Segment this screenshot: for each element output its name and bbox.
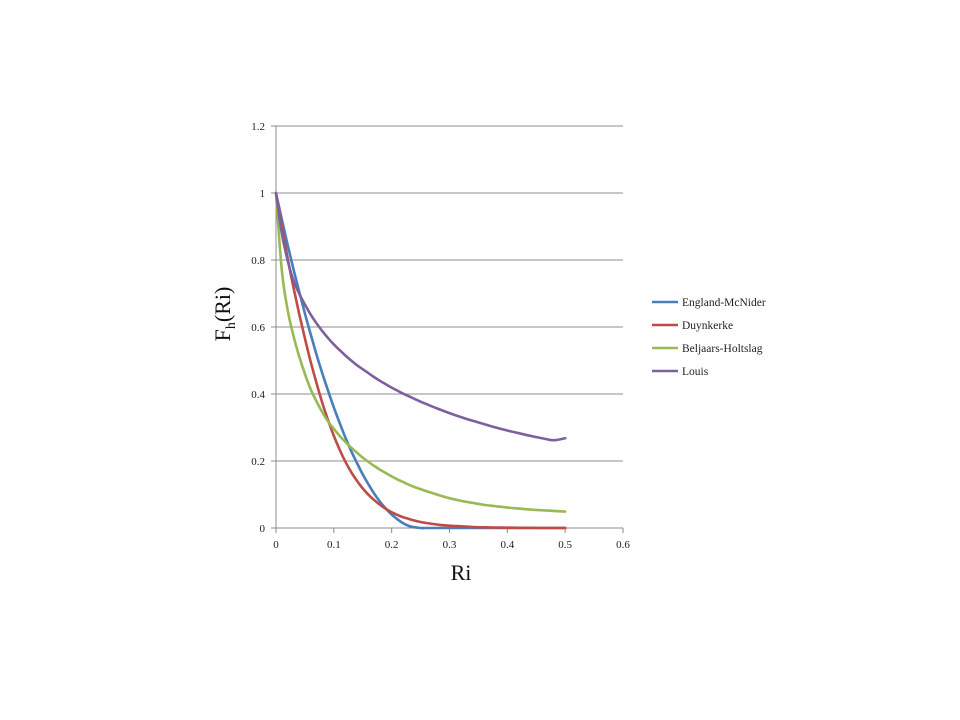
legend-label-louis: Louis xyxy=(682,366,709,378)
y-tick-label: 0.6 xyxy=(251,322,265,334)
legend-label-beljaars-holtslag: Beljaars-Holtslag xyxy=(682,343,763,355)
y-axis-title: Fh(Ri) xyxy=(210,287,239,342)
y-tick-label: 1 xyxy=(260,188,266,200)
svg-text:Fh(Ri): Fh(Ri) xyxy=(210,287,239,342)
x-tick-label: 0.2 xyxy=(385,539,399,551)
series-line-beljaars-holtslag xyxy=(274,191,567,513)
y-axis-title-sub: h xyxy=(224,322,239,329)
x-tick-label: 0.6 xyxy=(616,539,630,551)
y-tick-label: 0.8 xyxy=(251,255,265,267)
legend: England-McNider Duynkerke Beljaars-Holtsla… xyxy=(652,297,766,378)
y-tick-label: 0.4 xyxy=(251,389,265,401)
y-axis-title-main: F xyxy=(210,329,235,341)
legend-label-duynkerke: Duynkerke xyxy=(682,320,733,332)
x-tick-label: 0 xyxy=(273,539,279,551)
x-tick-label: 0.4 xyxy=(500,539,514,551)
y-tick-labels: 0 0.2 0.4 0.6 0.8 1 1.2 xyxy=(251,121,265,535)
y-tick-label: 0.2 xyxy=(251,456,265,468)
x-tick-label: 0.5 xyxy=(558,539,572,551)
y-axis-title-rest: (Ri) xyxy=(210,287,235,322)
legend-label-england-mcnider: England-McNider xyxy=(682,297,766,309)
series-line-duynkerke xyxy=(274,191,567,530)
axes xyxy=(271,125,624,533)
x-tick-labels: 0 0.1 0.2 0.3 0.4 0.5 0.6 xyxy=(273,539,630,551)
x-axis-title: Ri xyxy=(451,560,472,585)
x-tick-label: 0.3 xyxy=(443,539,457,551)
series-line-louis xyxy=(274,191,567,442)
gridlines xyxy=(276,125,623,462)
series-lines xyxy=(274,191,567,530)
x-tick-label: 0.1 xyxy=(327,539,341,551)
y-tick-label: 0 xyxy=(260,523,266,535)
series-line-england-mcnider xyxy=(274,191,567,530)
y-tick-label: 1.2 xyxy=(251,121,265,133)
